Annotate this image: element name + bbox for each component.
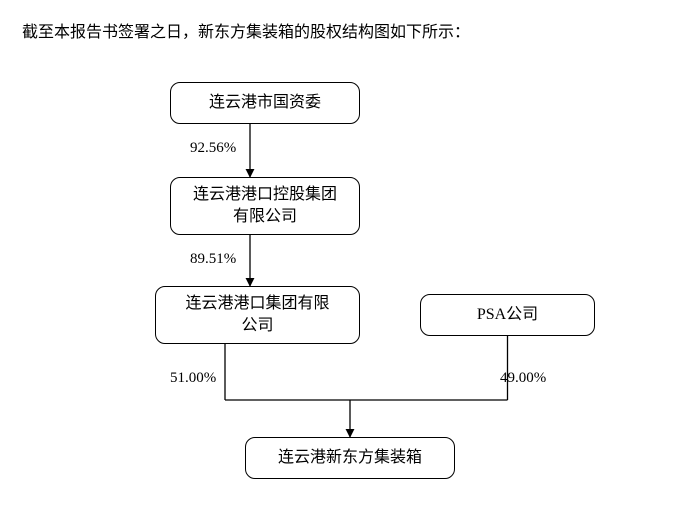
node-label: 连云港港口集团有限公司	[185, 293, 329, 338]
node-label: 连云港港口控股集团有限公司	[193, 184, 337, 229]
node-target: 连云港新东方集装箱	[245, 437, 455, 479]
pct-1: 92.56%	[190, 140, 236, 157]
node-sasac: 连云港市国资委	[170, 82, 360, 124]
node-holding-group: 连云港港口控股集团有限公司	[170, 177, 360, 235]
node-port-group: 连云港港口集团有限公司	[155, 286, 360, 344]
pct-2: 89.51%	[190, 251, 236, 268]
intro-text: 截至本报告书签署之日，新东方集装箱的股权结构图如下所示：	[22, 18, 470, 42]
node-label: PSA公司	[477, 304, 538, 326]
node-label: 连云港市国资委	[209, 92, 321, 114]
pct-4: 49.00%	[500, 370, 546, 387]
node-psa: PSA公司	[420, 294, 595, 336]
node-label: 连云港新东方集装箱	[278, 447, 422, 469]
edges-svg	[0, 0, 700, 510]
pct-3: 51.00%	[170, 370, 216, 387]
